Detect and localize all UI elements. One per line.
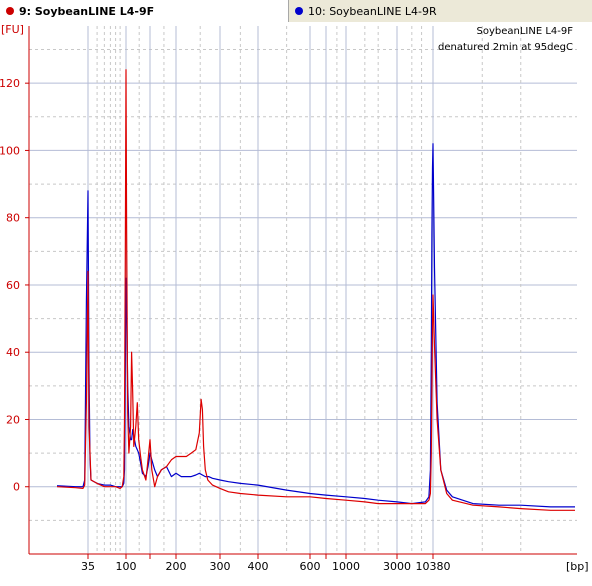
x-tick-label: 300: [210, 560, 231, 573]
y-tick-label: 100: [0, 144, 20, 157]
electropherogram-chart: 0 20 40 60 80 100 120 35 100 200 300 400 600 1000 3000…: [0, 23, 589, 573]
tab-sample-10[interactable]: 10: SoybeanLINE L4-9R: [289, 0, 592, 22]
tab-sample-9-label: 9: SoybeanLINE L4-9F: [19, 4, 155, 18]
x-tick-label: 10380: [416, 560, 451, 573]
x-tick-label: 400: [248, 560, 269, 573]
y-tick-label: 80: [6, 212, 20, 225]
plot-area-background: [29, 26, 577, 554]
annotation-line-2: denatured 2min at 95degC: [438, 42, 573, 53]
y-tick-label: 40: [6, 346, 20, 359]
x-tick-label: 1000: [332, 560, 360, 573]
annotation-line-1: SoybeanLINE L4-9F: [476, 26, 573, 37]
x-tick-label: 100: [116, 560, 137, 573]
tab-sample-10-label: 10: SoybeanLINE L4-9R: [308, 4, 437, 18]
sample-9-color-dot-icon: [6, 7, 14, 15]
x-tick-label: 600: [300, 560, 321, 573]
y-tick-label: 0: [13, 481, 20, 494]
x-tick-label: 3000: [383, 560, 411, 573]
y-tick-label: 60: [6, 279, 20, 292]
axes: [28, 26, 577, 555]
series-line-sample-10: [56, 143, 575, 508]
sample-10-color-dot-icon: [295, 7, 303, 15]
series-lines: [56, 69, 575, 511]
x-axis-unit-label: [bp]: [566, 560, 589, 573]
series-line-sample-9: [56, 69, 575, 511]
x-tick-label: 200: [166, 560, 187, 573]
y-axis-unit-label: [FU]: [1, 23, 24, 36]
tick-labels: 0 20 40 60 80 100 120 35 100 200 300 400 600 1000 3000…: [0, 77, 451, 573]
x-tick-label: 35: [81, 560, 95, 573]
tab-sample-9[interactable]: 9: SoybeanLINE L4-9F: [0, 0, 289, 22]
sample-tab-bar: 9: SoybeanLINE L4-9F 10: SoybeanLINE L4-…: [0, 0, 592, 22]
y-tick-label: 20: [6, 413, 20, 426]
y-tick-label: 120: [0, 77, 20, 90]
